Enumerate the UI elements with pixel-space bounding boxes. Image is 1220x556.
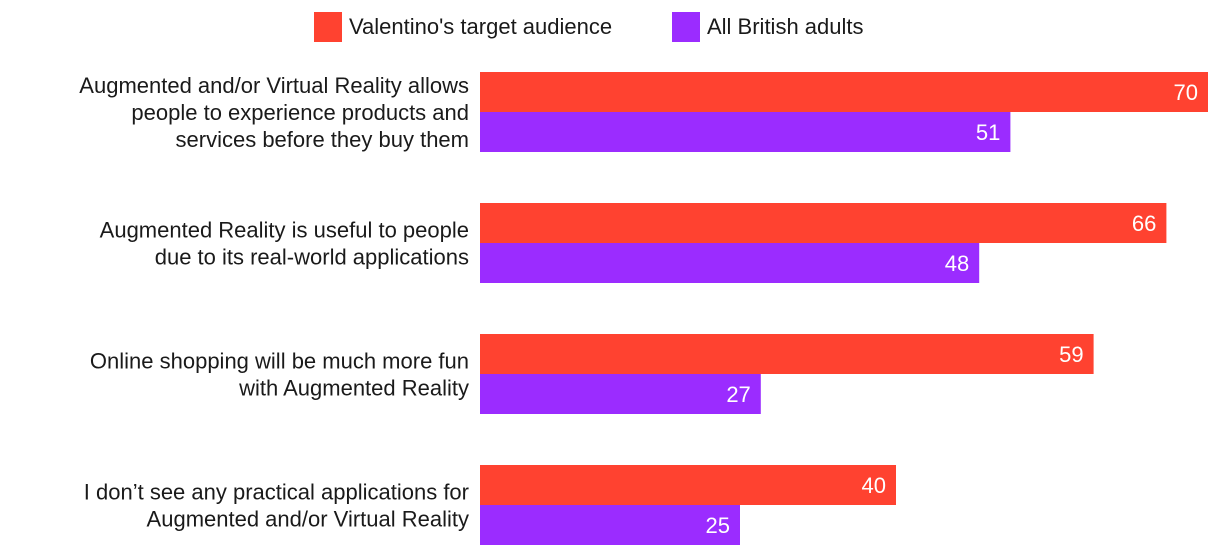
bar-value-3-0: 40	[862, 473, 886, 498]
category-label-line: with Augmented Reality	[238, 376, 469, 401]
bar-1-0	[480, 203, 1167, 243]
bar-2-0	[480, 334, 1094, 374]
category-label-line: Augmented Reality is useful to people	[100, 218, 469, 243]
category-label-line: Augmented and/or Virtual Reality	[147, 507, 469, 532]
legend: Valentino's target audience All British a…	[314, 12, 864, 42]
bar-1-1	[480, 243, 980, 283]
category-label-1: Augmented Reality is useful to people due…	[100, 218, 469, 270]
category-label-line: I don’t see any practical applications f…	[84, 480, 469, 505]
category-labels: Augmented and/or Virtual Reality allows p…	[79, 73, 469, 532]
category-label-line: Online shopping will be much more fun	[90, 349, 469, 374]
legend-label-0: Valentino's target audience	[349, 14, 612, 39]
category-label-line: due to its real-world applications	[155, 245, 469, 270]
category-label-line: Augmented and/or Virtual Reality allows	[79, 73, 469, 98]
category-label-2: Online shopping will be much more fun wit…	[90, 349, 469, 401]
bar-value-1-0: 66	[1132, 211, 1156, 236]
bars: 70 51 66 48 59 27 40 25	[480, 72, 1208, 545]
bar-0-1	[480, 112, 1011, 152]
bar-value-2-0: 59	[1059, 342, 1083, 367]
bar-3-1	[480, 505, 740, 545]
bar-value-3-1: 25	[706, 513, 730, 538]
bar-0-0	[480, 72, 1208, 112]
category-label-3: I don’t see any practical applications f…	[84, 480, 469, 532]
legend-swatch-0	[314, 12, 342, 42]
category-label-line: people to experience products and	[131, 100, 469, 125]
bar-value-1-1: 48	[945, 251, 969, 276]
bar-3-0	[480, 465, 896, 505]
bar-value-0-1: 51	[976, 120, 1000, 145]
bar-value-0-0: 70	[1174, 80, 1198, 105]
category-label-line: services before they buy them	[176, 127, 469, 152]
legend-label-1: All British adults	[707, 14, 864, 39]
category-label-0: Augmented and/or Virtual Reality allows p…	[79, 73, 469, 152]
legend-swatch-1	[672, 12, 700, 42]
bar-value-2-1: 27	[726, 382, 750, 407]
bar-2-1	[480, 374, 761, 414]
